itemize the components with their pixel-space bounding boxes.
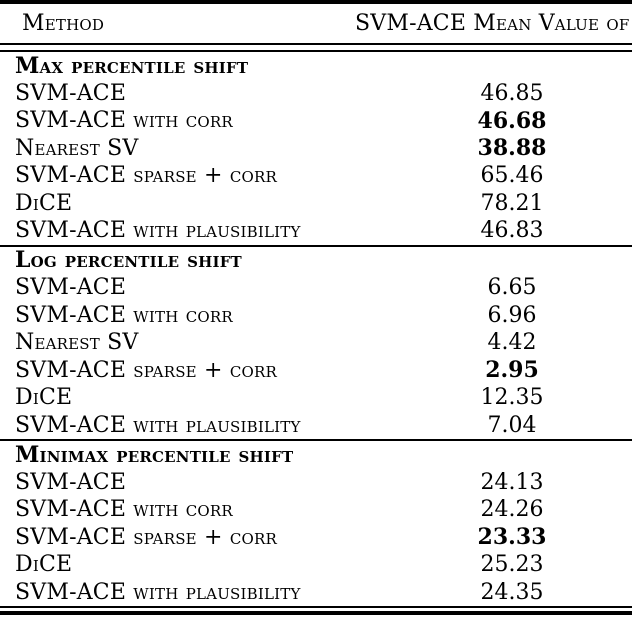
header-rule-upper <box>0 43 632 45</box>
table-row: SVM-ACE 24.13 <box>0 469 632 497</box>
value-cell: 46.85 <box>480 80 544 106</box>
table-row: SVM-ACE with plausibility 7.04 <box>0 412 632 440</box>
value-cell: 46.83 <box>480 218 544 244</box>
method-cell: SVM-ACE sparse + corr <box>15 524 278 550</box>
value-cell: 38.88 <box>477 135 547 162</box>
method-cell: SVM-ACE with corr <box>15 108 233 134</box>
value-cell: 65.46 <box>480 163 544 189</box>
table-row: Nearest SV 38.88 <box>0 135 632 163</box>
value-cell: 4.42 <box>487 330 537 356</box>
table-row: DiCE 12.35 <box>0 384 632 412</box>
bottom-rule-lower <box>0 611 632 615</box>
method-cell: SVM-ACE with corr <box>15 497 233 523</box>
value-cell: 6.96 <box>487 302 537 328</box>
value-cell: 6.65 <box>487 275 537 301</box>
method-cell: Nearest SV <box>15 135 139 161</box>
value-cell: 23.33 <box>477 524 547 551</box>
table-row: SVM-ACE with corr 46.68 <box>0 107 632 135</box>
method-cell: SVM-ACE <box>15 275 127 301</box>
section-title: Max percentile shift <box>15 52 249 79</box>
section-title: Log percentile shift <box>15 247 242 274</box>
value-cell: 2.95 <box>485 357 539 384</box>
method-cell: SVM-ACE <box>15 469 127 495</box>
table-row: SVM-ACE 6.65 <box>0 274 632 302</box>
section-rule <box>0 244 632 247</box>
table-row: DiCE 25.23 <box>0 551 632 579</box>
section-rule <box>0 439 632 441</box>
table-row: DiCE 78.21 <box>0 190 632 218</box>
section-log-percentile-shift: Log percentile shift SVM-ACE 6.65 SVM-AC… <box>0 247 632 440</box>
method-cell: DiCE <box>15 190 73 216</box>
method-cell: Nearest SV <box>15 330 139 356</box>
method-cell: SVM-ACE <box>15 80 127 106</box>
top-rule <box>0 0 632 4</box>
method-cell: SVM-ACE with plausibility <box>15 218 301 244</box>
table-row: SVM-ACE 46.85 <box>0 80 632 108</box>
table-row: Nearest SV 4.42 <box>0 329 632 357</box>
table-row: SVM-ACE sparse + corr 65.46 <box>0 162 632 190</box>
value-cell: 24.26 <box>480 497 544 523</box>
table-row: SVM-ACE with plausibility 46.83 <box>0 217 632 245</box>
section-minimax-percentile-shift: Minimax percentile shift SVM-ACE 24.13 S… <box>0 441 632 606</box>
table-row: SVM-ACE sparse + corr 23.33 <box>0 524 632 552</box>
method-cell: SVM-ACE sparse + corr <box>15 163 278 189</box>
value-cell: 46.68 <box>477 107 547 134</box>
method-cell: SVM-ACE with corr <box>15 302 233 328</box>
value-cell: 7.04 <box>487 412 537 438</box>
table-row: SVM-ACE sparse + corr 2.95 <box>0 357 632 385</box>
header-rule-lower <box>0 50 632 52</box>
method-cell: SVM-ACE with plausibility <box>15 412 301 438</box>
value-cell: 25.23 <box>480 552 544 578</box>
table-row: SVM-ACE with plausibility 24.35 <box>0 579 632 607</box>
section-max-percentile-shift: Max percentile shift SVM-ACE 46.85 SVM-A… <box>0 52 632 245</box>
method-cell: DiCE <box>15 552 73 578</box>
value-cell: 78.21 <box>480 190 544 216</box>
value-cell: 12.35 <box>480 385 544 411</box>
method-cell: DiCE <box>15 385 73 411</box>
method-cell: SVM-ACE with plausibility <box>15 579 301 605</box>
method-column-header: Method <box>22 11 105 36</box>
value-column-header: SVM-ACE Mean Value of <box>355 11 630 36</box>
table-row: SVM-ACE with corr 6.96 <box>0 302 632 330</box>
value-cell: 24.13 <box>480 469 544 495</box>
table-header-row: Method SVM-ACE Mean Value of <box>0 4 632 43</box>
value-cell: 24.35 <box>480 579 544 605</box>
bottom-rule-upper <box>0 606 632 608</box>
method-cell: SVM-ACE sparse + corr <box>15 357 278 383</box>
table-row: SVM-ACE with corr 24.26 <box>0 496 632 524</box>
section-title: Minimax percentile shift <box>15 441 294 468</box>
